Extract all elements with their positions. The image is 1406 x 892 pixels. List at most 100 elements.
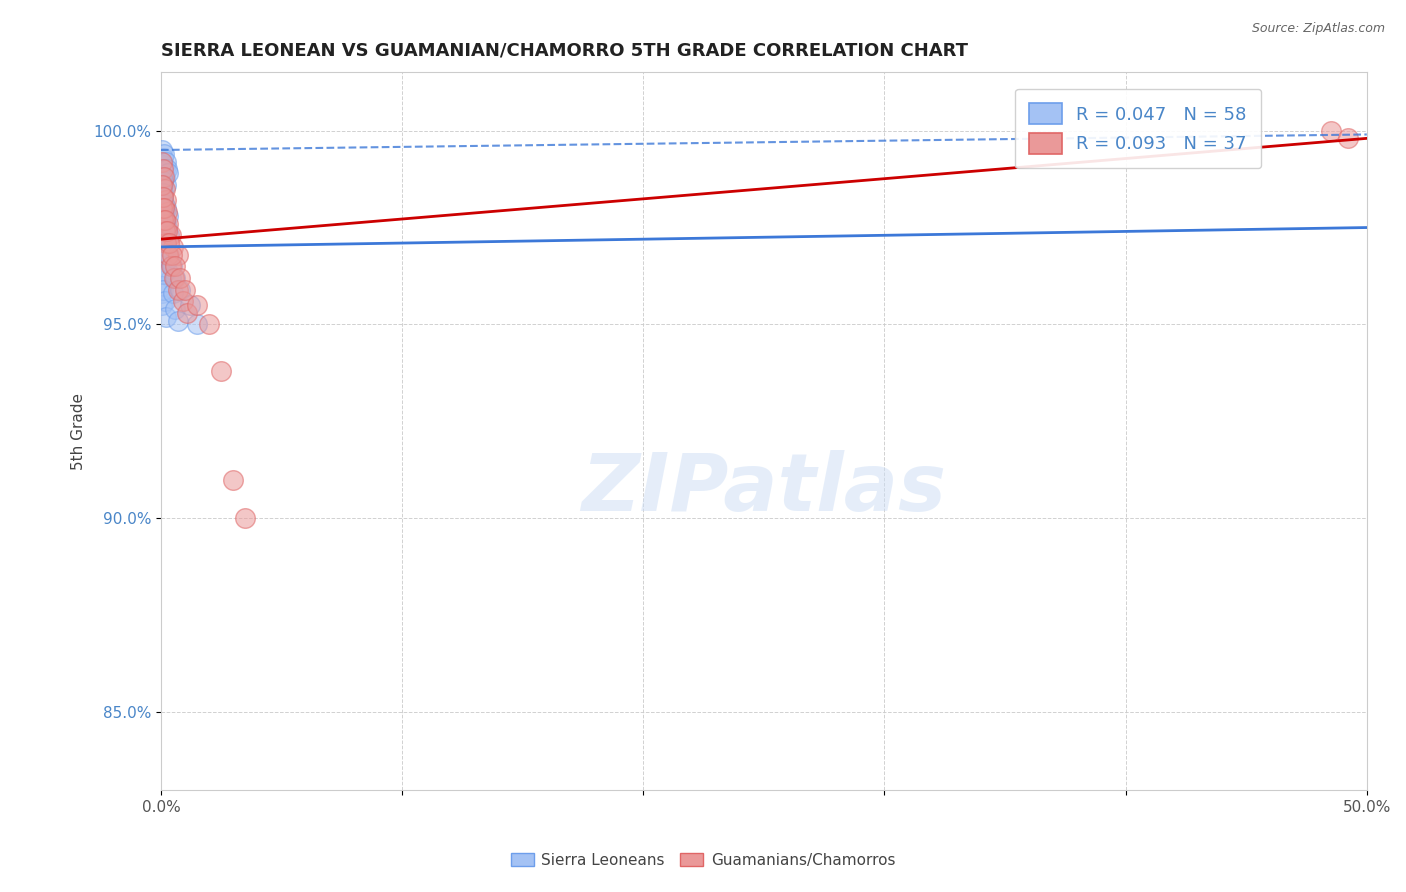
Point — [153, 162, 176, 177]
Point — [155, 228, 177, 243]
Point — [152, 178, 174, 192]
Point — [152, 248, 174, 262]
Point — [153, 294, 176, 309]
Point — [172, 294, 194, 309]
Point — [157, 235, 180, 250]
Point — [152, 159, 174, 173]
Point — [152, 212, 174, 227]
Point — [153, 217, 176, 231]
Point — [152, 174, 174, 188]
Point — [153, 182, 176, 196]
Point — [174, 283, 197, 297]
Point — [153, 201, 176, 215]
Point — [156, 220, 179, 235]
Point — [150, 194, 173, 208]
Point — [157, 248, 180, 262]
Point — [1336, 131, 1358, 145]
Point — [157, 217, 180, 231]
Point — [153, 197, 176, 211]
Point — [162, 286, 184, 301]
Point — [153, 205, 176, 219]
Point — [156, 166, 179, 180]
Point — [155, 154, 177, 169]
Point — [152, 162, 174, 177]
Point — [186, 318, 208, 332]
Y-axis label: 5th Grade: 5th Grade — [72, 392, 86, 469]
Point — [150, 201, 173, 215]
Point — [160, 248, 183, 262]
Point — [150, 154, 173, 169]
Point — [165, 260, 187, 274]
Point — [159, 260, 181, 274]
Point — [157, 228, 180, 243]
Point — [156, 162, 179, 177]
Text: SIERRA LEONEAN VS GUAMANIAN/CHAMORRO 5TH GRADE CORRELATION CHART: SIERRA LEONEAN VS GUAMANIAN/CHAMORRO 5TH… — [160, 42, 967, 60]
Point — [150, 178, 173, 192]
Legend: Sierra Leoneans, Guamanians/Chamorros: Sierra Leoneans, Guamanians/Chamorros — [503, 845, 903, 875]
Point — [1319, 123, 1341, 137]
Point — [152, 189, 174, 203]
Point — [160, 260, 183, 274]
Point — [155, 212, 177, 227]
Point — [153, 209, 176, 223]
Point — [176, 306, 198, 320]
Point — [159, 228, 181, 243]
Point — [156, 240, 179, 254]
Point — [153, 224, 176, 238]
Point — [156, 263, 179, 277]
Point — [157, 209, 180, 223]
Point — [155, 244, 177, 258]
Point — [150, 186, 173, 200]
Legend: R = 0.047   N = 58, R = 0.093   N = 37: R = 0.047 N = 58, R = 0.093 N = 37 — [1015, 88, 1261, 169]
Point — [152, 151, 174, 165]
Point — [150, 232, 173, 246]
Point — [165, 301, 187, 316]
Point — [157, 248, 180, 262]
Point — [156, 205, 179, 219]
Point — [209, 364, 232, 378]
Point — [157, 252, 180, 266]
Point — [198, 318, 221, 332]
Point — [166, 248, 188, 262]
Point — [152, 283, 174, 297]
Point — [152, 224, 174, 238]
Point — [153, 146, 176, 161]
Point — [156, 224, 179, 238]
Point — [155, 235, 177, 250]
Point — [155, 178, 177, 192]
Point — [150, 286, 173, 301]
Point — [179, 298, 201, 312]
Point — [155, 201, 177, 215]
Text: ZIPatlas: ZIPatlas — [581, 450, 946, 527]
Point — [153, 170, 176, 185]
Point — [152, 201, 174, 215]
Point — [155, 310, 177, 324]
Point — [152, 197, 174, 211]
Point — [150, 298, 173, 312]
Point — [150, 240, 173, 254]
Point — [169, 283, 191, 297]
Point — [165, 271, 187, 285]
Point — [153, 255, 176, 269]
Point — [163, 271, 186, 285]
Point — [150, 278, 173, 293]
Point — [155, 194, 177, 208]
Point — [153, 235, 176, 250]
Point — [155, 170, 177, 185]
Point — [233, 511, 256, 525]
Point — [222, 473, 245, 487]
Point — [153, 220, 176, 235]
Point — [150, 182, 173, 196]
Point — [169, 271, 191, 285]
Point — [166, 283, 188, 297]
Point — [159, 271, 181, 285]
Point — [150, 143, 173, 157]
Point — [186, 298, 208, 312]
Point — [166, 313, 188, 327]
Point — [150, 170, 173, 185]
Point — [152, 186, 174, 200]
Point — [152, 267, 174, 281]
Point — [155, 212, 177, 227]
Text: Source: ZipAtlas.com: Source: ZipAtlas.com — [1251, 22, 1385, 36]
Point — [152, 189, 174, 203]
